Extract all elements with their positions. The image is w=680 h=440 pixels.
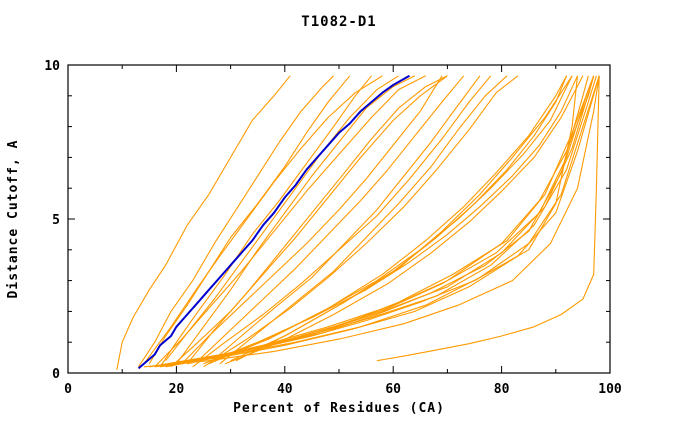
model-curve <box>165 75 399 362</box>
x-tick-label: 80 <box>494 382 510 397</box>
model-curve <box>154 75 600 368</box>
model-curve <box>181 75 443 365</box>
model-curve <box>203 75 519 368</box>
model-curve <box>224 75 584 365</box>
model-curve <box>208 75 568 365</box>
series-lines <box>116 74 600 371</box>
axes: 0 20 40 60 80 100 0 5 10 <box>44 59 622 397</box>
y-tick-label: 10 <box>44 59 60 74</box>
model-curve <box>143 75 600 368</box>
model-curve <box>159 75 372 368</box>
model-curve <box>186 75 448 365</box>
model-curve <box>138 75 334 368</box>
model-curve <box>149 75 579 368</box>
y-tick-label: 5 <box>52 213 60 228</box>
model-curve <box>208 75 481 365</box>
x-tick-label: 0 <box>64 382 72 397</box>
model-curve <box>192 75 492 368</box>
model-curve <box>376 75 600 362</box>
model-curve <box>197 75 465 362</box>
model-curve <box>116 75 291 371</box>
x-axis-label: Percent of Residues (CA) <box>233 401 445 416</box>
y-axis-label: Distance Cutoff, A <box>6 140 21 299</box>
model-curve <box>187 75 595 365</box>
highlighted-model-curve <box>137 74 410 370</box>
model-curve <box>148 75 351 365</box>
model-curve <box>197 75 595 362</box>
model-curve <box>170 75 448 368</box>
model-curve <box>235 75 573 362</box>
model-curve <box>143 75 383 365</box>
y-tick-label: 0 <box>52 367 60 382</box>
x-tick-label: 20 <box>169 382 185 397</box>
x-tick-label: 40 <box>277 382 293 397</box>
model-curve <box>175 75 416 365</box>
x-tick-label: 60 <box>385 382 401 397</box>
x-tick-label: 100 <box>598 382 622 397</box>
chart-title: T1082-D1 <box>301 14 376 30</box>
model-curve <box>154 75 426 368</box>
